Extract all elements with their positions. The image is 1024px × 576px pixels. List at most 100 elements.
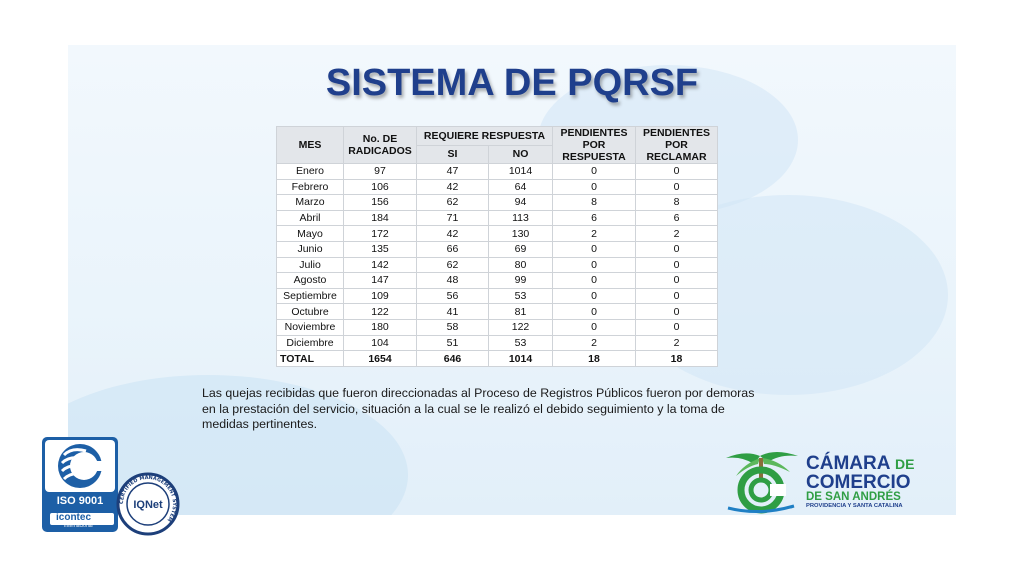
cell-no: 53: [488, 334, 553, 352]
note-paragraph: Las quejas recibidas que fueron direccio…: [202, 386, 755, 431]
table-row: Junio 135 66 69 0 0: [276, 240, 718, 258]
cell-pend-recl: 0: [635, 163, 718, 180]
cell-si: 42: [416, 225, 489, 242]
cell-pend-resp: 0: [552, 240, 636, 258]
total-pend-recl: 18: [635, 350, 718, 368]
cell-pend-recl: 6: [635, 209, 718, 227]
header-radicados-line2: RADICADOS: [348, 145, 412, 157]
table-row: Mayo 172 42 130 2 2: [276, 225, 718, 242]
cell-radicados: 109: [343, 287, 417, 305]
camara-comercio-logo: CÁMARA DE COMERCIO DE SAN ANDRÉS PROVIDE…: [720, 446, 940, 514]
cell-pend-recl: 0: [635, 287, 718, 305]
cell-pend-resp: 2: [552, 334, 636, 352]
cell-no: 69: [488, 240, 553, 258]
cell-pend-resp: 2: [552, 225, 636, 242]
cell-pend-recl: 8: [635, 194, 718, 211]
cell-radicados: 180: [343, 318, 417, 336]
cell-pend-recl: 2: [635, 334, 718, 352]
cell-pend-resp: 0: [552, 256, 636, 274]
iso-text: ISO 9001: [56, 495, 104, 507]
header-pend-resp-line1: PENDIENTES: [560, 127, 628, 139]
header-si: SI: [416, 144, 489, 164]
total-pend-resp: 18: [552, 350, 636, 368]
slide-background: [68, 45, 956, 515]
header-radicados-line1: No. DE: [362, 133, 398, 145]
iqnet-logo: CERTIFIED MANAGEMENT SYSTEM IQNet: [116, 472, 180, 536]
cell-pend-recl: 0: [635, 240, 718, 258]
cell-radicados: 106: [343, 178, 417, 196]
camara-de: DE: [895, 456, 915, 472]
cell-pend-recl: 0: [635, 318, 718, 336]
iso-9001-logo: ISO 9001 icontec Internacional: [42, 437, 118, 532]
palm-c-icon: [726, 452, 798, 514]
cell-pend-resp: 6: [552, 209, 636, 227]
iqnet-seal-icon: CERTIFIED MANAGEMENT SYSTEM IQNet: [116, 472, 180, 536]
header-pend-recl-line1: PENDIENTES: [642, 127, 711, 139]
table-row: Noviembre 180 58 122 0 0: [276, 318, 718, 336]
header-pendientes-reclamar: PENDIENTES POR RECLAMAR: [635, 126, 718, 164]
header-pend-resp-line2: POR RESPUESTA: [562, 139, 626, 163]
cell-mes: Octubre: [276, 303, 344, 320]
cell-radicados: 97: [343, 163, 417, 180]
cell-mes: Diciembre: [276, 334, 344, 352]
cell-pend-resp: 0: [552, 303, 636, 320]
table-total-row: TOTAL 1654 646 1014 18 18: [276, 350, 718, 368]
pqrsf-table: MES No. DE RADICADOS REQUIERE RESPUESTA …: [276, 126, 718, 368]
cell-si: 56: [416, 287, 489, 305]
cell-mes: Julio: [276, 256, 344, 274]
cell-mes: Enero: [276, 163, 344, 180]
total-label: TOTAL: [276, 350, 344, 368]
table-header-row: MES No. DE RADICADOS REQUIERE RESPUESTA …: [276, 126, 718, 164]
cell-pend-resp: 0: [552, 272, 636, 289]
cell-pend-resp: 8: [552, 194, 636, 211]
cell-mes: Febrero: [276, 178, 344, 196]
cell-si: 62: [416, 194, 489, 211]
cell-si: 42: [416, 178, 489, 196]
cell-radicados: 147: [343, 272, 417, 289]
cell-pend-resp: 0: [552, 318, 636, 336]
cell-si: 71: [416, 209, 489, 227]
cell-radicados: 135: [343, 240, 417, 258]
table-subheader-row: SI NO: [277, 144, 718, 164]
cell-mes: Septiembre: [276, 287, 344, 305]
cell-mes: Noviembre: [276, 318, 344, 336]
camara-line1: CÁMARA: [806, 453, 890, 474]
page-title: SISTEMA DE PQRSF: [325, 62, 699, 104]
cell-si: 58: [416, 318, 489, 336]
cell-si: 47: [416, 163, 489, 180]
cell-radicados: 104: [343, 334, 417, 352]
cell-si: 48: [416, 272, 489, 289]
cell-si: 62: [416, 256, 489, 274]
cell-pend-recl: 2: [635, 225, 718, 242]
cell-no: 81: [488, 303, 553, 320]
header-mes: MES: [276, 126, 344, 164]
header-pendientes-respuesta: PENDIENTES POR RESPUESTA: [552, 126, 636, 164]
cell-radicados: 156: [343, 194, 417, 211]
cell-pend-recl: 0: [635, 178, 718, 196]
icontec-c-icon: [45, 440, 115, 492]
cell-radicados: 172: [343, 225, 417, 242]
cell-radicados: 184: [343, 209, 417, 227]
cell-no: 122: [488, 318, 553, 336]
cell-mes: Junio: [276, 240, 344, 258]
cell-pend-recl: 0: [635, 256, 718, 274]
table-row: Octubre 122 41 81 0 0: [276, 303, 718, 320]
total-radicados: 1654: [343, 350, 417, 368]
cell-no: 1014: [488, 163, 553, 180]
cell-no: 113: [488, 209, 553, 227]
cell-mes: Abril: [276, 209, 344, 227]
cell-pend-resp: 0: [552, 287, 636, 305]
table-row: Enero 97 47 1014 0 0: [276, 163, 718, 180]
total-si: 646: [416, 350, 489, 368]
cell-mes: Mayo: [276, 225, 344, 242]
cell-pend-resp: 0: [552, 178, 636, 196]
cell-no: 94: [488, 194, 553, 211]
table-row: Diciembre 104 51 53 2 2: [276, 334, 718, 352]
camara-line2: COMERCIO: [806, 472, 911, 493]
icontec-text: icontec: [56, 512, 92, 523]
cell-pend-recl: 0: [635, 303, 718, 320]
table-row: Septiembre 109 56 53 0 0: [276, 287, 718, 305]
cell-si: 41: [416, 303, 489, 320]
header-radicados: No. DE RADICADOS: [343, 126, 417, 164]
table-row: Abril 184 71 113 6 6: [276, 209, 718, 227]
